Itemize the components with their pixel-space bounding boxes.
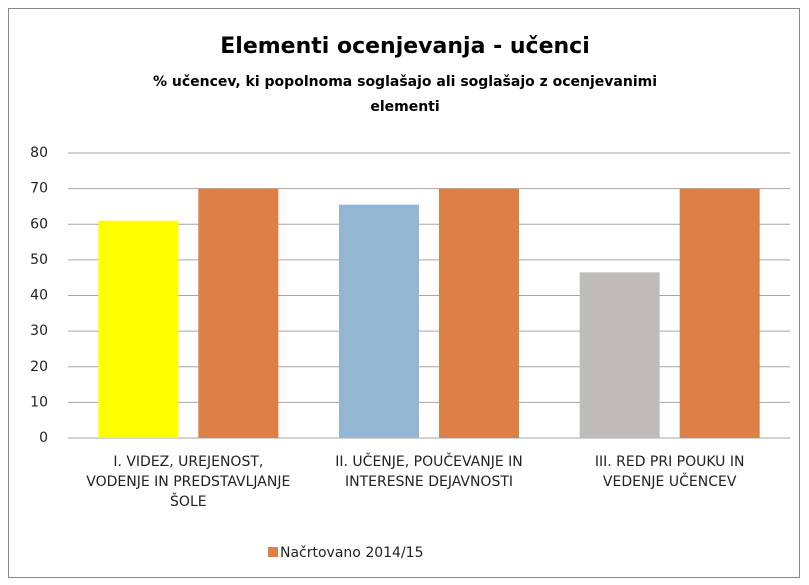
legend-swatch — [268, 547, 278, 557]
y-tick-label: 80 — [30, 145, 48, 161]
y-tick-label: 50 — [30, 252, 48, 268]
bar — [679, 188, 760, 438]
y-tick-label: 30 — [30, 323, 48, 339]
legend-label: Načrtovano 2014/15 — [280, 545, 423, 561]
x-tick-label: III. RED PRI POUKU IN VEDENJE UČENCEV — [594, 454, 745, 490]
bar — [339, 204, 419, 438]
chart-subtitle: % učencev, ki popolnoma soglašajo ali so… — [152, 74, 658, 115]
bar — [439, 188, 519, 438]
chart-title: Elementi ocenjevanja - učenci — [220, 34, 589, 59]
y-tick-label: 10 — [30, 394, 48, 410]
y-tick-label: 0 — [39, 430, 48, 446]
bar — [98, 220, 179, 438]
x-tick-label: I. VIDEZ, UREJENOST, VODENJE IN PREDSTAV… — [86, 454, 291, 510]
y-tick-label: 20 — [30, 359, 48, 375]
bar — [579, 272, 660, 438]
y-tick-label: 60 — [30, 216, 48, 232]
x-tick-label: II. UČENJE, POUČEVANJE IN INTERESNE DEJA… — [335, 454, 523, 490]
y-tick-label: 40 — [30, 288, 48, 304]
bar — [198, 188, 279, 438]
y-tick-label: 70 — [30, 181, 48, 197]
